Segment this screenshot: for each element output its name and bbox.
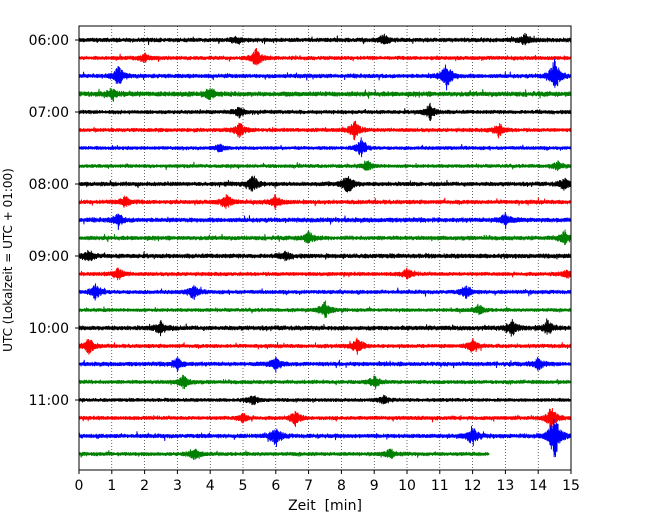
trace-0745 xyxy=(78,160,572,172)
grid-layer xyxy=(111,26,539,470)
trace-0715 xyxy=(78,120,572,141)
y-axis-title: UTC (Lokalzeit = UTC + 01:00) xyxy=(1,168,15,352)
trace-0600 xyxy=(78,32,572,46)
x-tick-label: 12 xyxy=(464,478,482,494)
x-tick-label: 11 xyxy=(431,478,449,494)
x-tick-label: 0 xyxy=(75,478,84,494)
x-tick-label: 15 xyxy=(562,478,580,494)
trace-0645 xyxy=(78,87,572,102)
ticks-layer: 0 1 2 3 4 5 6 7 8 9 10 11 12 13 14 1506:0007:0008:0009:… xyxy=(29,33,580,494)
trace-0930 xyxy=(78,283,572,301)
trace-0800 xyxy=(78,175,572,193)
trace-1015 xyxy=(78,337,572,355)
trace-0730 xyxy=(78,137,572,158)
x-tick-label: 7 xyxy=(304,478,313,494)
trace-1130 xyxy=(78,418,572,458)
x-tick-label: 2 xyxy=(140,478,149,494)
x-tick-label: 1 xyxy=(107,478,116,494)
x-tick-label: 4 xyxy=(206,478,215,494)
x-tick-label: 9 xyxy=(370,478,379,494)
trace-1100 xyxy=(78,394,572,406)
trace-0900 xyxy=(78,249,572,262)
trace-0830 xyxy=(78,211,572,231)
x-tick-label: 14 xyxy=(529,478,547,494)
trace-0945 xyxy=(78,300,572,319)
x-tick-label: 8 xyxy=(337,478,346,494)
trace-0700 xyxy=(78,102,572,122)
trace-1145 xyxy=(78,448,490,460)
x-tick-label: 5 xyxy=(239,478,248,494)
trace-0845 xyxy=(78,229,572,246)
x-axis-title: Zeit [min] xyxy=(288,498,362,514)
traces-layer xyxy=(78,32,572,460)
trace-1000 xyxy=(78,318,572,337)
y-tick-label: 07:00 xyxy=(29,105,69,121)
x-tick-label: 3 xyxy=(173,478,182,494)
y-tick-label: 06:00 xyxy=(29,33,69,49)
y-tick-label: 11:00 xyxy=(29,393,69,409)
trace-0615 xyxy=(78,47,572,66)
x-tick-label: 6 xyxy=(271,478,280,494)
trace-0915 xyxy=(78,267,572,281)
y-tick-label: 09:00 xyxy=(29,249,69,265)
y-tick-label: 10:00 xyxy=(29,321,69,337)
trace-0815 xyxy=(78,193,572,210)
trace-1030 xyxy=(78,356,572,373)
x-tick-label: 13 xyxy=(496,478,514,494)
x-tick-label: 10 xyxy=(398,478,416,494)
plot-frame xyxy=(78,25,572,471)
trace-0630 xyxy=(78,58,572,91)
trace-1115 xyxy=(78,407,572,430)
trace-1045 xyxy=(78,374,572,390)
y-tick-label: 08:00 xyxy=(29,177,69,193)
